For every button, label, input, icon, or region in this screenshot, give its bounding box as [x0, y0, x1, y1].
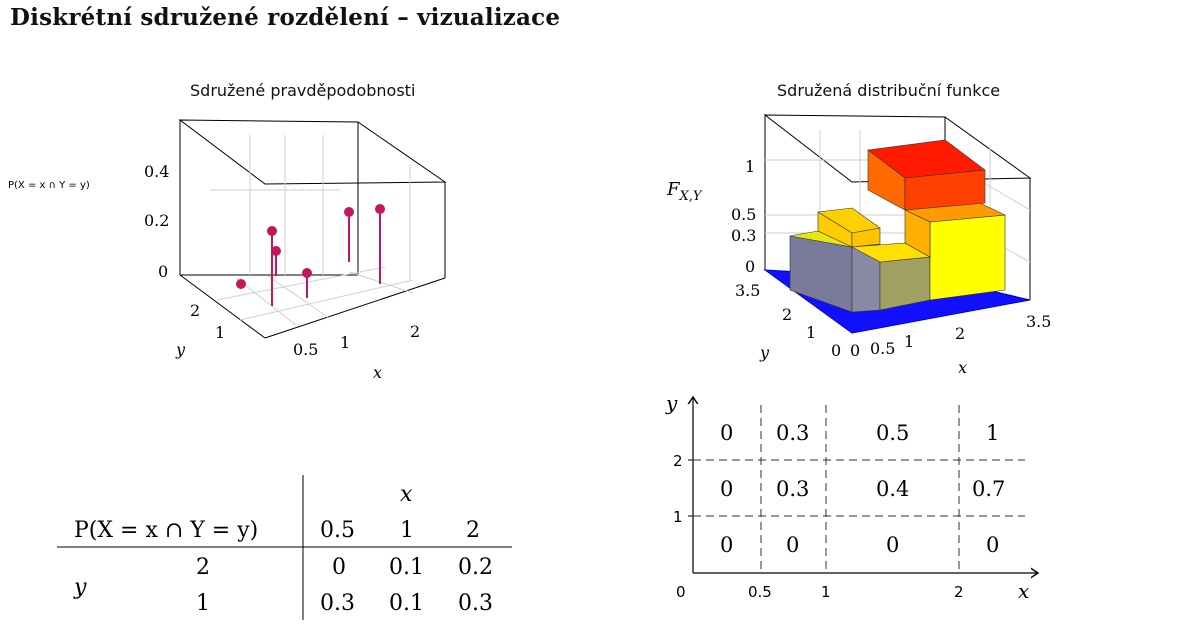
z-tick-label: 0.5 [731, 205, 756, 224]
cdf-block-side [904, 169, 986, 211]
grid-x-tick: 1 [821, 583, 831, 601]
x-axis-label: x [373, 363, 382, 382]
stem-plot-title: Sdružené pravděpodobnosti [190, 81, 416, 100]
grid-cell: 0 [720, 477, 733, 501]
grid-cell: 0 [786, 533, 799, 557]
stem-plot-z-label: P(X = x ∩ Y = y) [8, 180, 90, 191]
table-cell: 0.2 [458, 555, 493, 580]
y-tick-label: 3.5 [735, 281, 760, 300]
grid-dashed-lines [693, 405, 1025, 573]
table-col-header: 1 [400, 518, 414, 543]
grid-cell: 0 [986, 533, 999, 557]
stem-plot-stems [236, 204, 385, 306]
table-cell: 0 [332, 555, 346, 580]
x-tick-label: 2 [410, 322, 420, 341]
table-cell: 0.3 [458, 591, 493, 616]
table-col-header: 0.5 [320, 518, 355, 543]
z-tick-label: 0.3 [731, 226, 756, 245]
grid-x-label: x [1018, 579, 1029, 603]
z-tick-label: 0.4 [144, 162, 169, 181]
y-tick-label: 1 [806, 323, 816, 342]
stem-point [267, 226, 277, 236]
grid-cell: 0 [720, 533, 733, 557]
cdf-z-label: FX,Y [666, 179, 703, 204]
stem-plot-box [178, 119, 447, 339]
stem-point [236, 279, 246, 289]
grid-cell: 0.3 [776, 421, 809, 445]
grid-cell: 0 [886, 533, 899, 557]
stem-point [271, 246, 281, 256]
y-tick-label: 1 [215, 323, 225, 342]
grid-cell: 1 [986, 421, 999, 445]
grid-x-tick: 2 [954, 583, 964, 601]
grid-y-label: y [665, 391, 678, 415]
grid-cell: 0.3 [776, 477, 809, 501]
cdf-block-side [851, 227, 881, 248]
grid-origin-label: 0 [676, 583, 686, 601]
x-tick-label: 1 [340, 333, 350, 352]
y-tick-label: 2 [782, 305, 792, 324]
table-cell: 0.1 [389, 591, 424, 616]
grid-cell: 0.5 [876, 421, 909, 445]
z-tick-label: 0 [745, 257, 755, 276]
x-tick-label: 3.5 [1026, 312, 1051, 331]
table-col-header: 2 [466, 518, 480, 543]
grid-y-tick: 1 [673, 508, 683, 526]
cdf-block-side [904, 209, 931, 258]
grid-cell: 0.4 [876, 477, 909, 501]
y-axis-label: y [175, 340, 186, 359]
z-tick-label: 0 [158, 262, 168, 281]
x-tick-label: 2 [955, 324, 965, 343]
x-tick-label: 0.5 [870, 339, 895, 358]
x-tick-label: 0 [850, 341, 860, 360]
slide-title: Diskrétní sdružené rozdělení – vizualiza… [10, 4, 561, 31]
x-tick-label: 0.5 [293, 340, 318, 359]
stem-point [302, 268, 312, 278]
table-header: P(X = x ∩ Y = y) [74, 518, 258, 543]
table-col-var: x [400, 482, 413, 507]
y-tick-label: 0 [831, 341, 841, 360]
cdf-plot-title: Sdružená distribuční funkce [777, 81, 1001, 100]
grid-cell: 0.7 [972, 477, 1005, 501]
stem-point [344, 207, 354, 217]
z-tick-label: 1 [745, 157, 755, 176]
y-tick-label: 2 [190, 301, 200, 320]
table-row-header: 2 [196, 555, 210, 580]
x-tick-label: 1 [904, 332, 914, 351]
table-row-header: 1 [196, 591, 210, 616]
table-row-var: y [73, 575, 87, 600]
table-cell: 0.3 [320, 591, 355, 616]
table-cell: 0.1 [389, 555, 424, 580]
stem-point [375, 204, 385, 214]
grid-cell: 0 [720, 421, 733, 445]
cdf-y-axis-label: y [759, 343, 770, 362]
stem-plot-grid [210, 135, 414, 326]
z-tick-label: 0.2 [144, 211, 169, 230]
cdf-x-axis-label: x [958, 358, 967, 377]
grid-y-tick: 2 [673, 452, 683, 470]
grid-x-tick: 0.5 [748, 583, 772, 601]
